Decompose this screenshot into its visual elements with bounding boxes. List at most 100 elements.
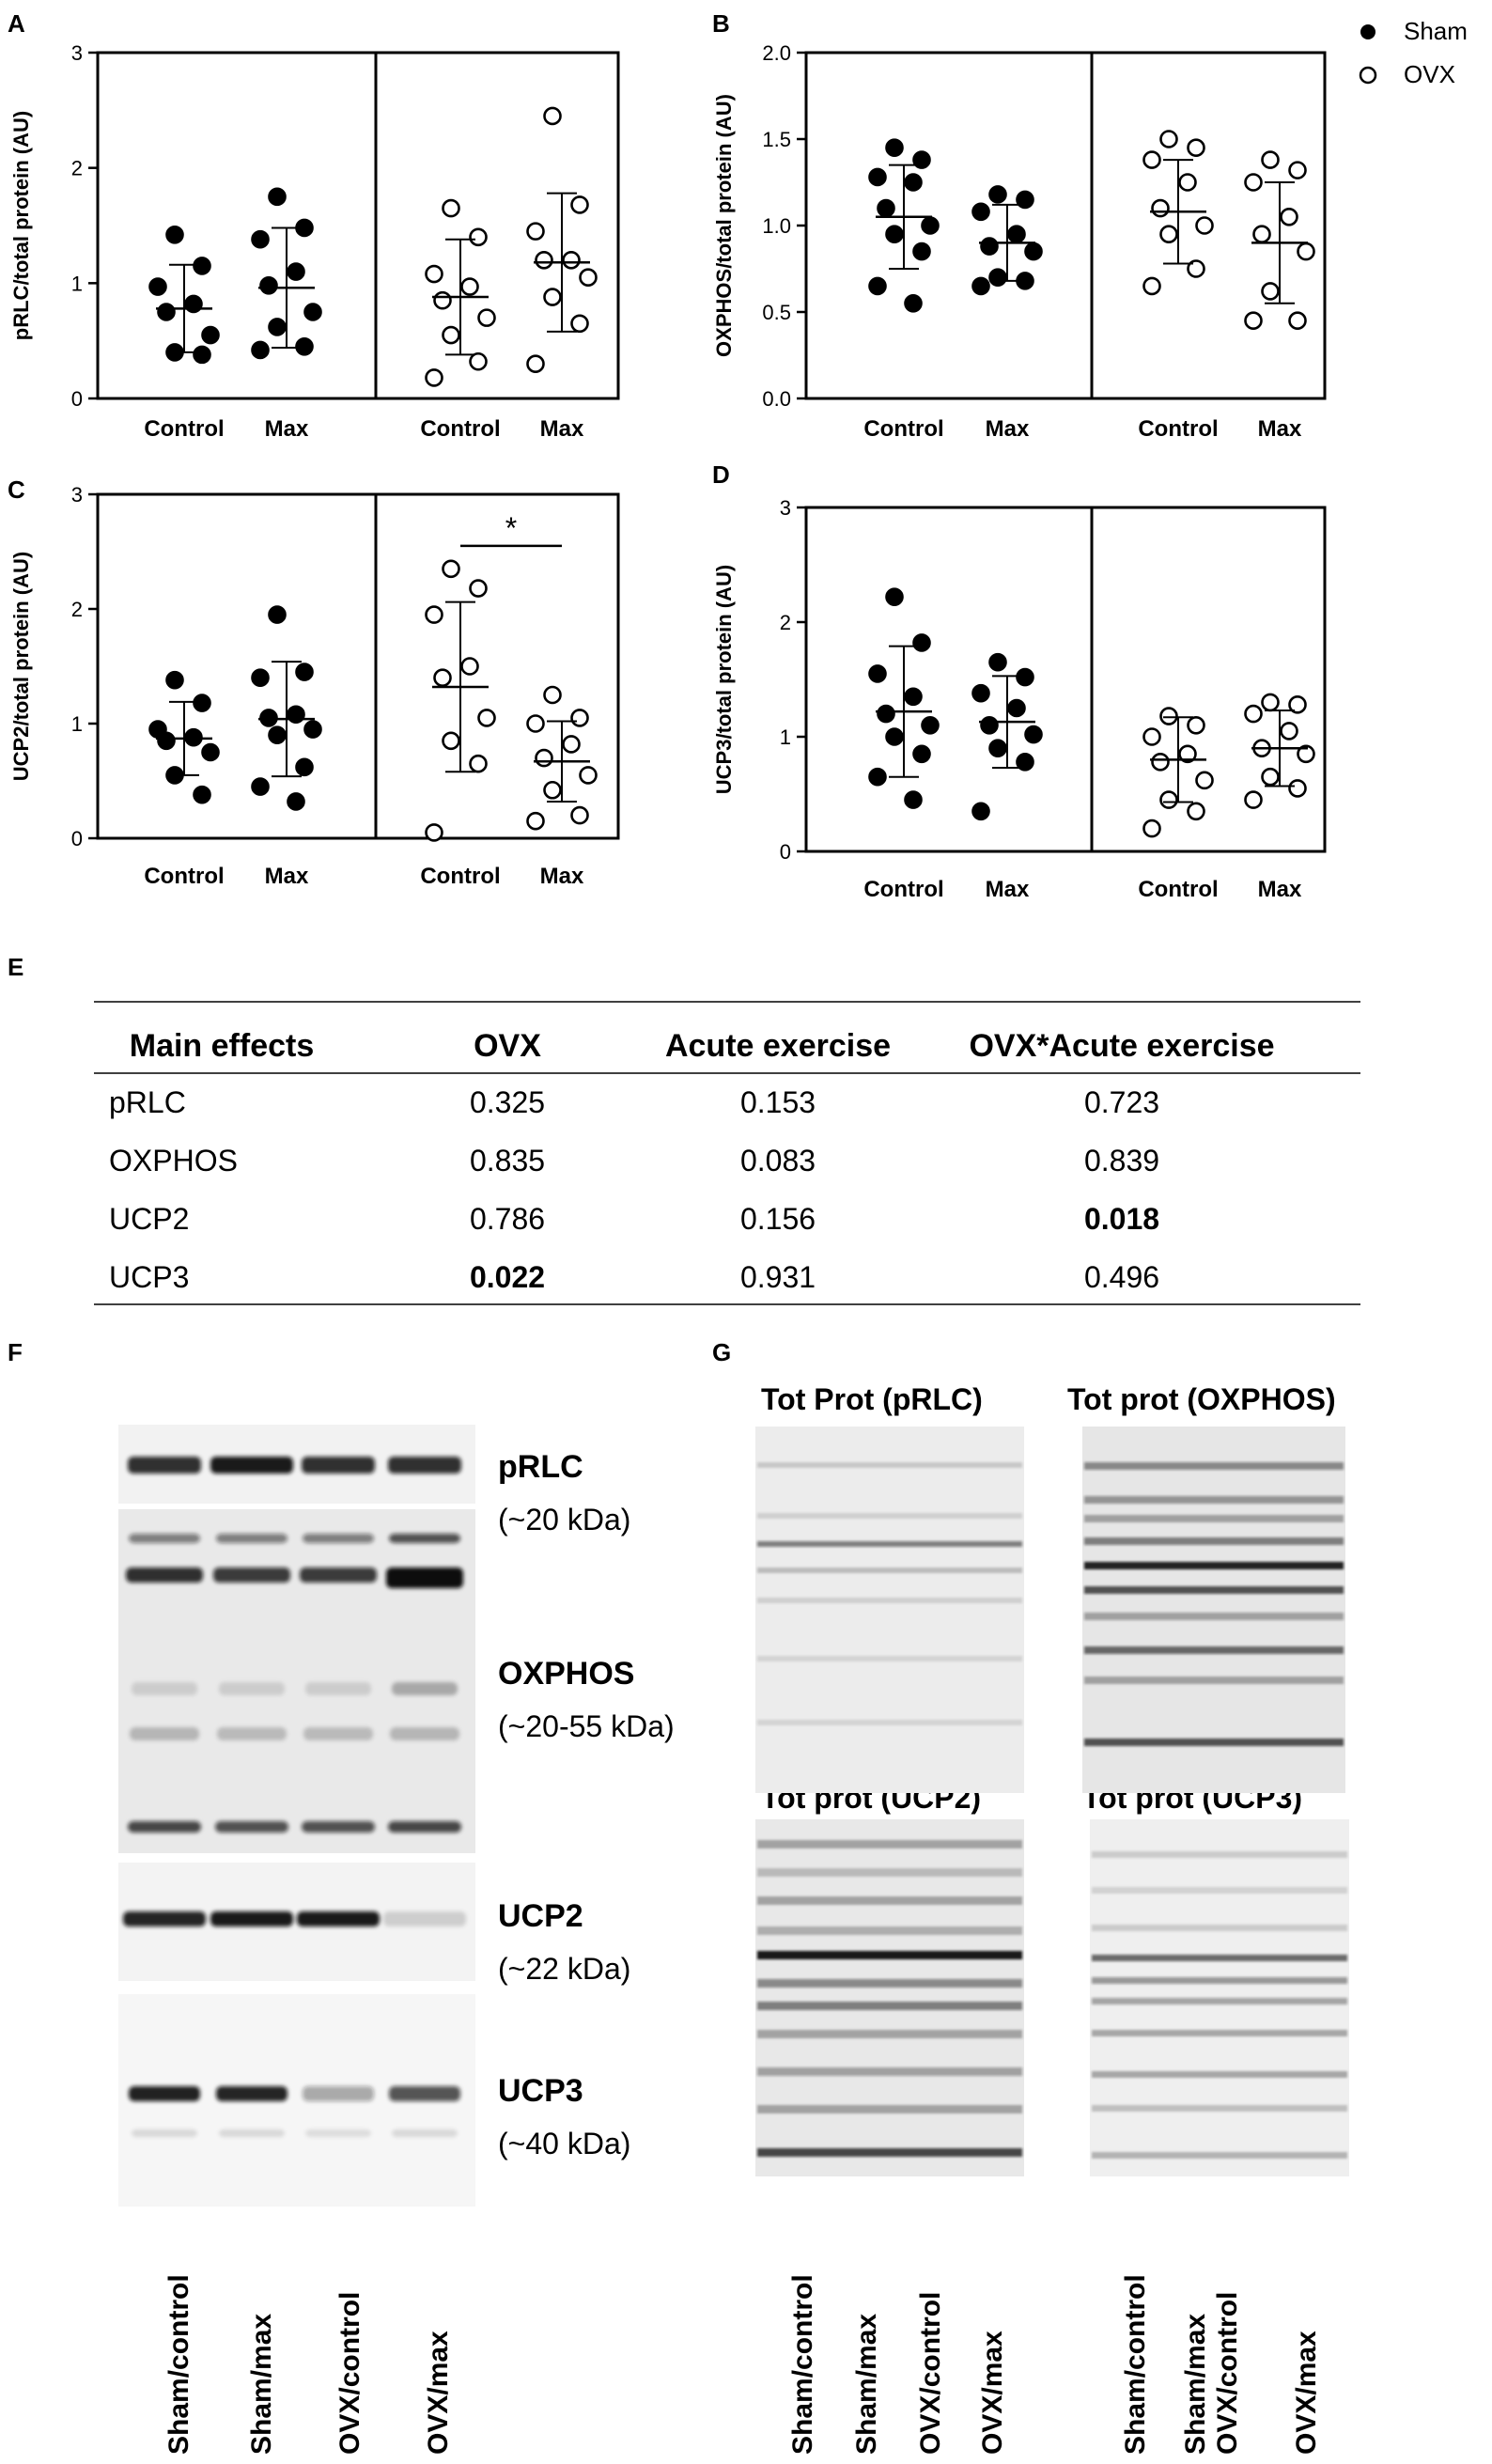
data-point (165, 226, 184, 244)
chart-b: 0.0 0.5 1.0 1.5 2.0 OXPHOS/total protein (AU)… (712, 41, 1327, 442)
data-point (193, 694, 211, 712)
lane-label-g-right-4: OVX/max (1291, 2331, 1322, 2455)
panel-label-d: D (712, 460, 730, 489)
blot-g: Tot Prot (pRLC) Tot prot (OXPHOS) Tot pr… (755, 1382, 1349, 2455)
data-point (971, 202, 990, 222)
x-category-label: Control (144, 416, 224, 442)
y-tick-label: 1 (71, 712, 83, 736)
table-cell: 0.022 (470, 1260, 545, 1294)
data-point (543, 685, 562, 705)
plot-frame (804, 51, 1327, 400)
lane-label-g-left-3: OVX/control (915, 2292, 946, 2455)
data-point (295, 663, 314, 681)
total-protein-band (1084, 1462, 1344, 1470)
data-point (1297, 744, 1315, 764)
x-category-label: Control (863, 877, 943, 902)
total-protein-band (1092, 2152, 1347, 2159)
data-point (1244, 311, 1263, 331)
data-point (1261, 150, 1280, 169)
data-point (885, 727, 904, 746)
x-category-label: Control (1138, 877, 1218, 902)
protein-band (129, 1534, 200, 1543)
data-point (885, 225, 904, 243)
total-protein-band (757, 1951, 1022, 1959)
table-cell: 0.723 (1084, 1085, 1159, 1119)
data-point (1159, 130, 1178, 148)
total-protein-band (1084, 1586, 1344, 1594)
data-point (526, 354, 545, 374)
protein-band (303, 1727, 373, 1740)
lane-label-g-left-4: OVX/max (977, 2331, 1008, 2455)
data-point (477, 308, 496, 327)
x-category-label: Control (863, 416, 943, 442)
data-point (1178, 744, 1197, 764)
data-point (904, 790, 923, 809)
protein-band (216, 1534, 288, 1543)
y-axis-label: pRLC/total protein (AU) (9, 111, 33, 340)
lane-label-g-left-1: Sham/control (787, 2274, 818, 2455)
total-protein-band (1092, 1925, 1347, 1931)
data-point (1244, 173, 1263, 192)
data-point (295, 757, 314, 777)
data-point (868, 276, 887, 296)
data-point (1288, 161, 1307, 179)
data-point (1187, 138, 1205, 157)
y-tick-label: 0 (780, 840, 791, 864)
data-point (1280, 208, 1298, 226)
protein-band (392, 1682, 458, 1695)
y-tick-label: 3 (71, 41, 83, 65)
data-point (980, 715, 999, 735)
protein-band (216, 2086, 288, 2101)
protein-band (132, 1682, 197, 1695)
data-point (1195, 771, 1214, 790)
total-protein-band (1092, 2105, 1347, 2112)
data-point (526, 714, 545, 733)
plot-frame (96, 492, 620, 840)
blot-f: pRLC (~20 kDa) OXPHOS (~20-55 kDa) UCP2 … (118, 1425, 675, 2455)
y-tick-label: 3 (780, 496, 791, 520)
data-point (912, 242, 931, 261)
lane-label-f-3: OVX/control (334, 2292, 365, 2455)
data-point (460, 657, 479, 676)
totprot-prlc-membrane (755, 1427, 1024, 1793)
total-protein-band (757, 2148, 1022, 2157)
data-point (868, 664, 887, 683)
data-point (425, 605, 443, 624)
stats-table: Main effects OVX Acute exercise OVX*Acute e… (94, 1001, 1360, 1305)
protein-band (303, 2086, 374, 2101)
total-protein-band (1092, 2030, 1347, 2036)
data-point (988, 739, 1007, 758)
total-protein-band (757, 1598, 1022, 1603)
data-point (988, 652, 1007, 672)
y-axis-label: UCP2/total protein (AU) (9, 552, 33, 781)
protein-band (126, 1567, 203, 1583)
data-point (1159, 225, 1178, 243)
table-cell: pRLC (109, 1085, 186, 1119)
table-header: OVX (474, 1028, 541, 1064)
data-point (1151, 753, 1170, 772)
data-point (877, 198, 895, 218)
total-protein-band (1084, 1537, 1344, 1545)
y-tick-label: 1.0 (762, 214, 791, 238)
data-point (268, 187, 287, 207)
blot-label-ucp2: UCP2 (498, 1898, 583, 1934)
data-point (201, 742, 220, 762)
data-point (535, 748, 553, 768)
data-point (988, 185, 1007, 204)
protein-band (123, 1911, 206, 1926)
table-header: OVX*Acute exercise (969, 1028, 1274, 1064)
data-point (868, 767, 887, 787)
data-point (287, 262, 305, 281)
protein-band (300, 1567, 377, 1583)
data-point (1261, 693, 1280, 712)
blot-label-ucp3: UCP3 (498, 2073, 583, 2109)
data-point (912, 633, 931, 652)
panel-label-f: F (8, 1338, 23, 1366)
data-point (877, 704, 895, 724)
total-protein-band (757, 1868, 1022, 1877)
y-tick-label: 2 (71, 157, 83, 180)
data-point (469, 754, 488, 773)
data-point (526, 222, 545, 241)
total-protein-band (757, 2002, 1022, 2010)
total-protein-band (1084, 1562, 1344, 1569)
